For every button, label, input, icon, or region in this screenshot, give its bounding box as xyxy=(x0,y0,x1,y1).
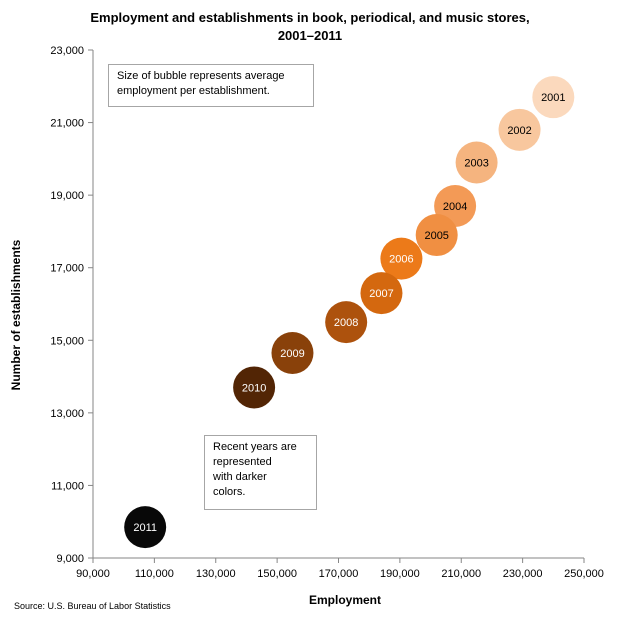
color-note: Recent years are represented with darker… xyxy=(204,435,317,510)
y-tick-label: 13,000 xyxy=(50,408,84,420)
bubble-2007 xyxy=(360,272,403,315)
color-note-line-2: represented xyxy=(213,456,272,468)
bubble-2001 xyxy=(532,76,575,119)
bubble-2006 xyxy=(380,237,423,280)
bubble-label-2010: 2010 xyxy=(242,382,266,394)
y-tick-label: 19,000 xyxy=(50,190,84,202)
color-note-line-1: Recent years are xyxy=(213,441,297,453)
bubbles: 2001 2002 2003 2004 2005 2006 2007 2008 2009 2010… xyxy=(124,76,575,549)
color-note-line-4: colors. xyxy=(213,486,246,498)
bubble-size-note: Size of bubble represents average employ… xyxy=(108,64,314,107)
y-tick-label: 9,000 xyxy=(56,553,84,565)
x-tick-label: 230,000 xyxy=(503,568,543,580)
bubble-2008 xyxy=(325,301,368,344)
y-axis-title: Number of establishments xyxy=(9,239,23,390)
bubble-label-2005: 2005 xyxy=(424,230,448,242)
color-note-line-3: with darker xyxy=(213,471,267,483)
bubble-label-2001: 2001 xyxy=(541,92,565,104)
bubble-2005 xyxy=(415,214,458,257)
chart-title-line-2: 2001–2011 xyxy=(278,28,342,43)
bubble-label-2003: 2003 xyxy=(464,157,488,169)
bubble-2003 xyxy=(455,141,498,184)
source-note: Source: U.S. Bureau of Labor Statistics xyxy=(14,601,171,611)
x-axis-title: Employment xyxy=(309,593,381,607)
x-tick-label: 150,000 xyxy=(257,568,297,580)
bubble-label-2004: 2004 xyxy=(443,201,467,213)
x-tick-label: 190,000 xyxy=(380,568,420,580)
y-tick-label: 11,000 xyxy=(51,480,84,492)
y-tick-label: 17,000 xyxy=(50,263,84,275)
bubble-2010 xyxy=(233,366,276,409)
y-ticks: 9,000 11,000 13,000 15,000 17,000 19,000 21,00… xyxy=(50,45,93,565)
x-tick-label: 250,000 xyxy=(564,568,604,580)
y-tick-label: 21,000 xyxy=(50,118,84,130)
bubble-size-note-line-2: employment per establishment. xyxy=(117,85,270,97)
bubble-label-2009: 2009 xyxy=(280,348,304,360)
bubble-2002 xyxy=(498,108,541,151)
x-tick-label: 210,000 xyxy=(441,568,481,580)
x-tick-label: 170,000 xyxy=(319,568,359,580)
bubble-size-note-line-1: Size of bubble represents average xyxy=(117,70,285,82)
y-tick-label: 23,000 xyxy=(50,45,84,57)
x-tick-label: 130,000 xyxy=(196,568,236,580)
bubble-2009 xyxy=(271,331,314,374)
bubble-2011 xyxy=(124,506,167,549)
y-tick-label: 15,000 xyxy=(50,335,84,347)
bubble-label-2006: 2006 xyxy=(389,254,413,266)
x-tick-label: 110,000 xyxy=(135,568,174,580)
bubble-label-2008: 2008 xyxy=(334,317,358,329)
bubble-label-2007: 2007 xyxy=(369,288,393,300)
x-tick-label: 90,000 xyxy=(76,568,110,580)
chart-title-line-1: Employment and establishments in book, p… xyxy=(90,10,529,25)
bubble-label-2002: 2002 xyxy=(507,125,531,137)
x-ticks: 90,000 110,000 130,000 150,000 170,000 190,00… xyxy=(76,558,604,580)
bubble-label-2011: 2011 xyxy=(133,522,157,534)
